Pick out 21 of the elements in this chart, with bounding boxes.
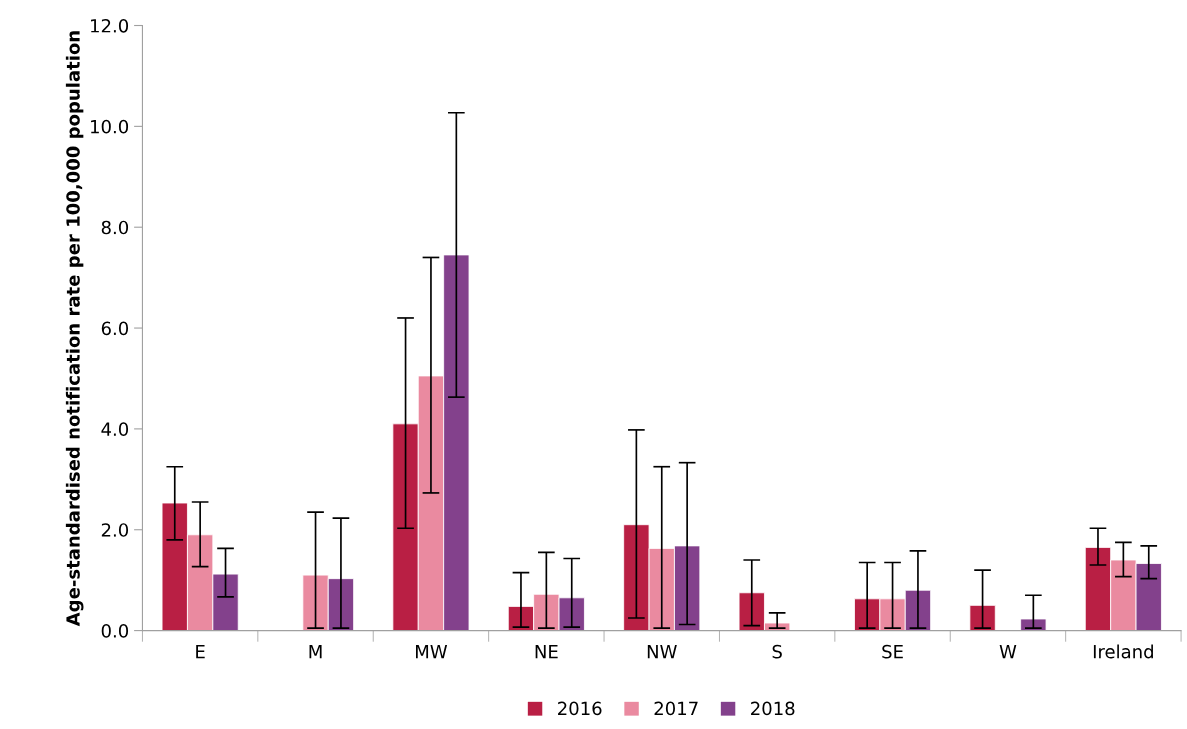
x-tick-label: MW [416, 645, 448, 659]
y-tick-label: 6.0 [101, 321, 129, 336]
x-tick-label: W [999, 645, 1017, 659]
bar [969, 604, 996, 631]
x-tick-label: SE [882, 644, 903, 659]
y-tick-label: 10.0 [91, 119, 129, 134]
x-tick-label: Ireland [1093, 644, 1153, 659]
x-tick-label: S [772, 644, 782, 659]
y-tick-label: 2.0 [101, 523, 129, 537]
x-tick-label: M [309, 645, 322, 659]
x-tick-label: E [196, 645, 205, 659]
y-axis-title: Age-standardised notification rate per 100,000 population [65, 31, 84, 627]
y-tick-label: 4.0 [101, 422, 129, 437]
y-tick-label: 0.0 [101, 624, 129, 638]
y-tick-label: 8.0 [101, 220, 129, 235]
legend-label: 2016 [558, 701, 602, 716]
legend-label: 2017 [654, 701, 698, 716]
y-tick-label: 12.0 [91, 18, 129, 33]
legend-label: 2018 [751, 701, 795, 716]
x-tick-label: NE [535, 645, 558, 659]
x-tick-label: NW [647, 645, 677, 659]
